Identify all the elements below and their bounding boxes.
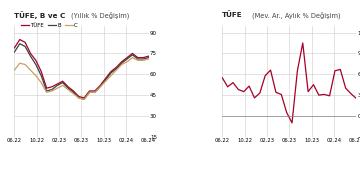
Text: (Yıllık % Değişim): (Yıllık % Değişim) [71,11,129,19]
C [125,61,129,63]
B [34,64,38,66]
TÜFE [71,90,76,92]
TÜFE [87,90,92,92]
B [103,79,108,81]
TÜFE [39,70,44,73]
TÜFE [12,47,17,49]
TÜFE [28,52,33,54]
C [66,89,70,91]
TÜFE [34,59,38,61]
B [50,89,54,91]
C [77,97,81,99]
C [23,64,27,66]
C [93,91,97,93]
TÜFE [98,84,102,86]
TÜFE [141,57,145,59]
TÜFE [114,66,118,68]
C [82,98,86,100]
B [141,58,145,60]
Text: TÜFE, B ve C: TÜFE, B ve C [14,11,66,19]
TÜFE [93,90,97,92]
C [98,86,102,88]
C [55,87,59,89]
B [39,75,44,77]
Text: TÜFE: TÜFE [222,11,243,18]
B [98,86,102,88]
Line: C: C [14,58,149,99]
B [77,97,81,99]
TÜFE [23,41,27,43]
B [93,91,97,93]
TÜFE [103,77,108,80]
B [87,91,92,93]
B [125,58,129,60]
C [18,62,22,64]
C [87,91,92,93]
B [60,82,65,84]
C [44,91,49,93]
TÜFE [44,87,49,89]
C [28,69,33,71]
C [130,57,135,59]
TÜFE [130,52,135,54]
B [82,98,86,100]
C [103,80,108,82]
B [109,72,113,74]
TÜFE [18,38,22,41]
C [120,64,124,66]
TÜFE [147,55,151,57]
C [109,75,113,77]
C [12,69,17,71]
Line: B: B [14,44,149,99]
TÜFE [50,86,54,88]
Legend: TÜFE, B, C: TÜFE, B, C [18,21,80,30]
TÜFE [55,83,59,85]
B [136,58,140,60]
C [60,84,65,86]
C [50,90,54,92]
B [18,43,22,45]
B [23,45,27,48]
B [55,84,59,86]
Text: (Mev. Ar., Aylık % Değişim): (Mev. Ar., Aylık % Değişim) [252,11,341,19]
B [12,51,17,53]
C [71,93,76,95]
TÜFE [77,95,81,97]
C [39,82,44,84]
C [141,59,145,61]
TÜFE [125,57,129,59]
B [147,57,151,59]
C [34,75,38,77]
B [130,54,135,56]
B [44,90,49,92]
TÜFE [60,80,65,82]
TÜFE [109,70,113,73]
TÜFE [66,86,70,88]
B [114,68,118,70]
C [136,59,140,61]
TÜFE [120,61,124,63]
B [120,62,124,64]
C [147,58,151,60]
B [71,91,76,93]
TÜFE [136,57,140,59]
TÜFE [82,97,86,99]
B [28,55,33,57]
B [66,87,70,89]
C [114,69,118,71]
Line: TÜFE: TÜFE [14,40,149,98]
